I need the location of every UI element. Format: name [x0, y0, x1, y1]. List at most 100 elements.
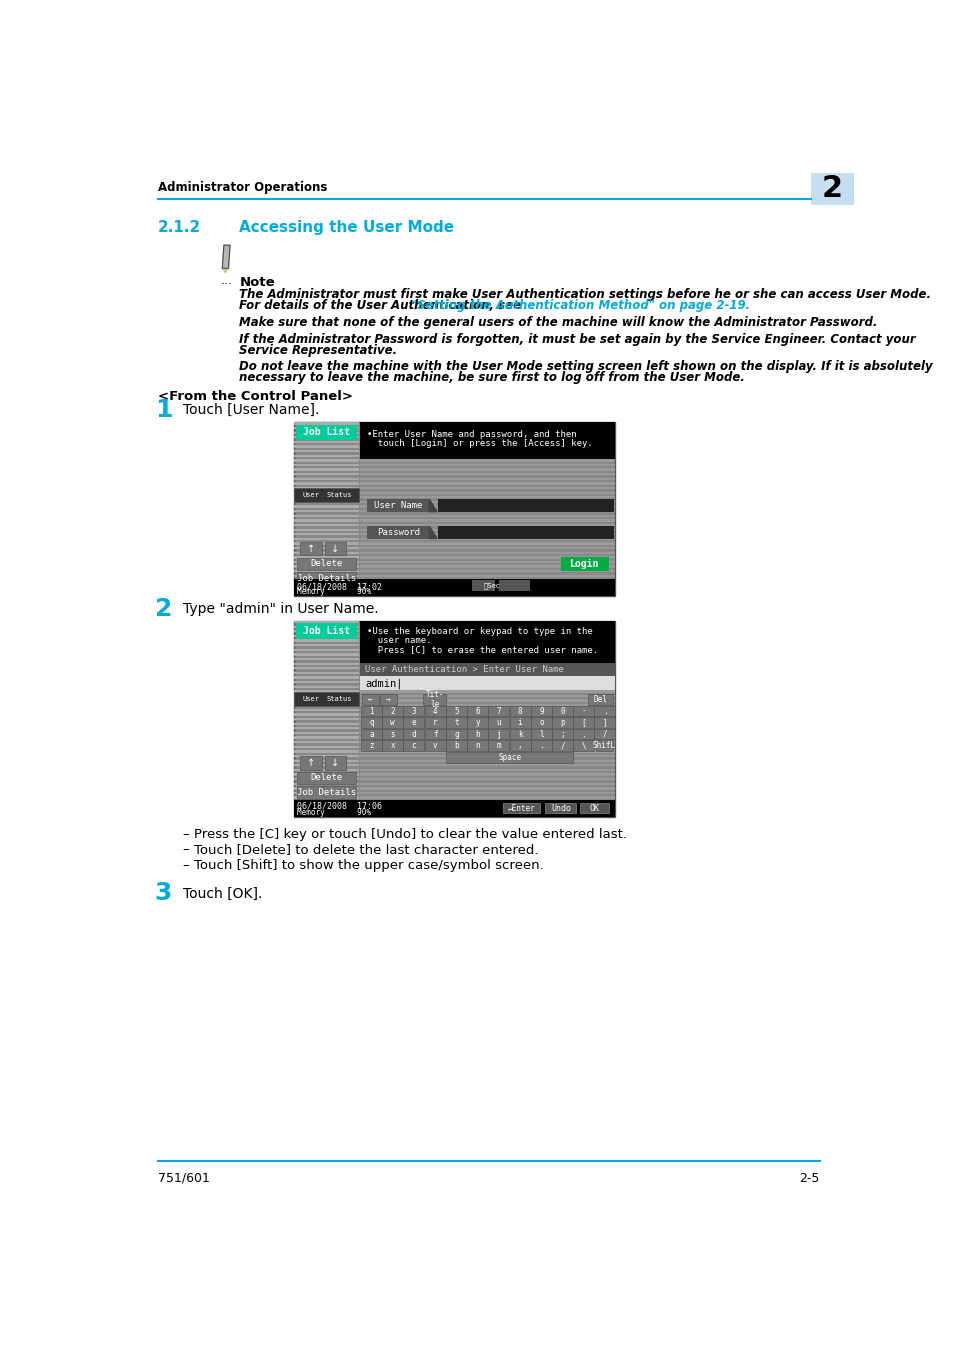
Bar: [360, 510, 615, 513]
Text: ;: ;: [559, 729, 564, 738]
Bar: [467, 729, 488, 740]
Text: Touch [Delete] to delete the last character entered.: Touch [Delete] to delete the last charac…: [193, 844, 537, 856]
Bar: [360, 732, 615, 734]
Text: h: h: [475, 729, 479, 738]
Bar: [294, 621, 359, 817]
Bar: [360, 713, 615, 716]
Bar: [424, 729, 445, 740]
Text: r: r: [433, 718, 437, 728]
Bar: [294, 667, 359, 670]
Bar: [295, 624, 356, 639]
Bar: [294, 547, 359, 549]
Text: ↓: ↓: [331, 757, 339, 768]
Bar: [382, 717, 403, 728]
Text: v: v: [433, 741, 437, 751]
Text: "Setting the Authentication Method" on page 2-19.: "Setting the Authentication Method" on p…: [410, 300, 749, 312]
Bar: [360, 464, 615, 466]
Text: –: –: [183, 828, 190, 841]
Bar: [360, 575, 615, 576]
Bar: [294, 625, 359, 628]
Bar: [545, 803, 576, 814]
Bar: [360, 676, 615, 690]
Bar: [294, 487, 359, 489]
Bar: [403, 729, 424, 740]
Text: f: f: [433, 729, 437, 738]
Bar: [294, 783, 359, 784]
Bar: [573, 706, 594, 717]
Bar: [294, 676, 359, 679]
Text: Space: Space: [497, 753, 520, 761]
Bar: [509, 729, 530, 740]
Bar: [360, 497, 615, 498]
Bar: [294, 648, 359, 651]
Bar: [324, 756, 346, 770]
Text: Touch [User Name].: Touch [User Name].: [183, 402, 319, 417]
Text: 1: 1: [154, 398, 172, 423]
Bar: [445, 752, 573, 763]
Text: •Enter User Name and password, and then: •Enter User Name and password, and then: [367, 429, 577, 439]
Bar: [360, 524, 615, 527]
Text: Password: Password: [376, 528, 419, 537]
Text: 751/601: 751/601: [158, 1172, 210, 1185]
Bar: [294, 728, 359, 729]
Bar: [360, 760, 615, 761]
Bar: [297, 772, 356, 784]
Bar: [382, 706, 403, 717]
Text: The Administrator must first make User Authentication settings before he or she : The Administrator must first make User A…: [239, 289, 930, 301]
Bar: [294, 446, 359, 448]
Text: 1: 1: [369, 706, 374, 716]
Text: Status: Status: [326, 695, 352, 702]
Text: e: e: [412, 718, 416, 728]
Text: ...: ...: [220, 274, 233, 288]
Bar: [294, 768, 359, 771]
Text: i: i: [517, 718, 522, 728]
Bar: [360, 533, 615, 536]
Text: –: –: [183, 844, 190, 856]
Text: 2.1.2: 2.1.2: [158, 220, 201, 235]
Bar: [294, 472, 359, 475]
Bar: [294, 792, 359, 794]
Bar: [488, 706, 509, 717]
Bar: [488, 717, 509, 728]
Text: 2: 2: [154, 597, 172, 621]
Bar: [294, 468, 359, 471]
Bar: [294, 751, 359, 752]
Text: touch [Login] or press the [Access] key.: touch [Login] or press the [Access] key.: [367, 439, 593, 448]
Bar: [552, 740, 573, 751]
Text: Job Details: Job Details: [297, 788, 356, 796]
Bar: [299, 541, 321, 555]
Text: 7: 7: [497, 706, 500, 716]
Text: [: [: [580, 718, 585, 728]
Text: m: m: [497, 741, 500, 751]
Bar: [360, 699, 615, 702]
Text: w: w: [390, 718, 395, 728]
Bar: [403, 717, 424, 728]
Bar: [294, 691, 359, 706]
Bar: [445, 706, 466, 717]
Text: Administrator Operations: Administrator Operations: [158, 181, 327, 194]
Bar: [297, 558, 356, 570]
Bar: [294, 524, 359, 527]
Bar: [360, 728, 615, 729]
Bar: [360, 717, 381, 728]
Bar: [294, 732, 359, 734]
Bar: [294, 482, 359, 485]
Bar: [294, 709, 359, 711]
Text: User: User: [303, 695, 319, 702]
Bar: [294, 722, 359, 725]
Bar: [360, 560, 615, 563]
Bar: [360, 705, 615, 706]
Text: x: x: [390, 741, 395, 751]
Text: Do not leave the machine with the User Mode setting screen left shown on the dis: Do not leave the machine with the User M…: [239, 360, 932, 373]
Text: 🔒Sec: 🔒Sec: [483, 582, 499, 589]
Text: d: d: [412, 729, 416, 738]
Bar: [360, 482, 615, 485]
Text: 3: 3: [412, 706, 416, 716]
Text: Delete: Delete: [311, 559, 343, 568]
Text: Delete: Delete: [311, 774, 343, 783]
Text: c: c: [412, 741, 416, 751]
Bar: [360, 472, 615, 475]
Bar: [509, 706, 530, 717]
Bar: [294, 570, 359, 572]
Bar: [530, 706, 551, 717]
